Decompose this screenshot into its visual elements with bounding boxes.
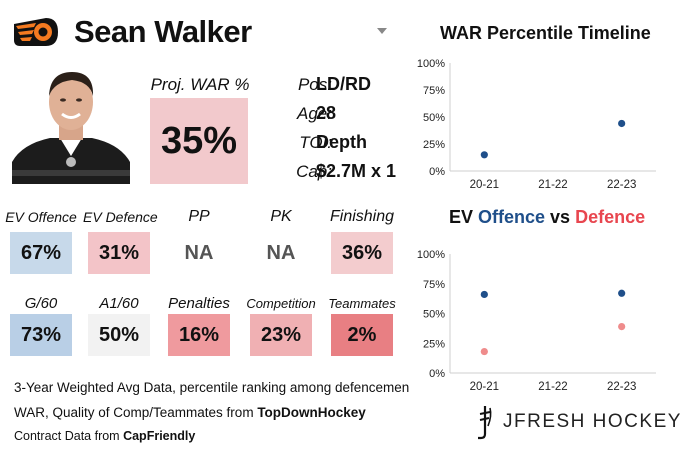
y-tick-label: 25% <box>423 338 445 350</box>
player-headshot <box>12 66 130 184</box>
data-point <box>480 347 488 356</box>
footer-war-source: WAR, Quality of Comp/Teammates from TopD… <box>14 405 366 420</box>
finishing-value: 36% <box>331 232 393 274</box>
y-tick-label: 25% <box>423 139 445 151</box>
team-logo <box>14 18 58 46</box>
y-tick-label: 0% <box>429 166 445 178</box>
teammates-label: Teammates <box>328 296 396 311</box>
pk-label: PK <box>270 208 292 225</box>
toi-value: Depth <box>316 132 367 152</box>
penalties-label: Penalties <box>168 295 230 312</box>
pp-value: NA <box>168 232 230 274</box>
pos-value: LD/RD <box>316 74 371 94</box>
player-select-chevron-down-icon[interactable] <box>377 28 387 34</box>
proj-war-value: 35% <box>150 98 248 184</box>
y-tick-label: 50% <box>423 309 445 321</box>
jfresh-logo-icon <box>478 406 492 440</box>
data-point <box>618 119 626 128</box>
brand-name: JFRESH HOCKEY <box>503 411 680 432</box>
a160-label: A1/60 <box>99 295 139 312</box>
ev-defence-label: EV Defence <box>83 209 158 225</box>
data-point <box>480 151 488 159</box>
penalties-value: 16% <box>168 314 230 356</box>
footer-contract-source: Contract Data from CapFriendly <box>14 429 196 443</box>
data-point <box>480 290 488 299</box>
competition-label: Competition <box>246 296 316 311</box>
x-tick-label: 22-23 <box>607 179 636 191</box>
teammates-value: 2% <box>331 314 393 356</box>
x-tick-label: 20-21 <box>470 381 499 393</box>
y-tick-label: 100% <box>417 249 445 261</box>
ev-offence-label: EV Offence <box>5 209 77 225</box>
x-tick-label: 22-23 <box>607 381 636 393</box>
pos-label: Pos: <box>297 75 332 94</box>
y-tick-label: 75% <box>423 279 445 291</box>
g60-label: G/60 <box>24 295 58 312</box>
war-percentile-chart: 0% 25% 50% 75% 100% 20-21 21-22 22-23 <box>417 58 656 191</box>
y-tick-label: 50% <box>423 112 445 124</box>
x-tick-label: 21-22 <box>538 381 567 393</box>
x-tick-label: 21-22 <box>538 179 567 191</box>
finishing-label: Finishing <box>329 208 395 225</box>
toi-label: TOI: <box>299 133 332 152</box>
age-label: Age: <box>297 104 332 123</box>
player-name: Sean Walker <box>74 14 252 49</box>
x-tick-label: 20-21 <box>470 179 499 191</box>
ev-offence-defence-chart: 0% 25% 50% 75% 100% 20-21 21-22 22-23 <box>417 249 656 393</box>
competition-value: 23% <box>250 314 312 356</box>
cap-value: $2.7M x 1 <box>316 161 397 181</box>
footer-note: 3-Year Weighted Avg Data, percentile ran… <box>14 380 410 395</box>
y-tick-label: 75% <box>423 85 445 97</box>
data-point <box>618 289 626 297</box>
y-tick-label: 100% <box>417 58 445 70</box>
a160-value: 50% <box>88 314 150 356</box>
chart-war-timeline-title: WAR Percentile Timeline <box>440 23 651 43</box>
ev-offence-value: 67% <box>10 232 72 274</box>
proj-war-label: Proj. WAR % <box>150 75 250 94</box>
y-tick-label: 0% <box>429 368 445 380</box>
age-value: 28 <box>316 103 337 123</box>
chart-ev-title: EV Offence vs Defence <box>449 207 646 227</box>
topdownhockey-link: TopDownHockey <box>257 405 366 420</box>
capfriendly-link: CapFriendly <box>123 429 196 443</box>
ev-defence-value: 31% <box>88 232 150 274</box>
pp-label: PP <box>188 208 210 225</box>
pk-value: NA <box>250 232 312 274</box>
cap-label: Cap: <box>296 162 332 181</box>
data-point <box>618 322 626 331</box>
g60-value: 73% <box>10 314 72 356</box>
